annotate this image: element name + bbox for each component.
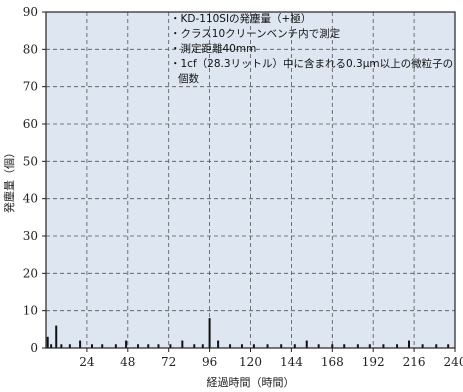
- x-tick-label: 24: [79, 355, 95, 369]
- x-tick-label: 168: [321, 355, 344, 369]
- data-bar: [114, 344, 117, 348]
- data-bar: [181, 340, 184, 348]
- data-bar: [421, 344, 424, 348]
- x-tick-label: 48: [120, 355, 135, 369]
- data-bar: [368, 344, 371, 348]
- y-tick-labels: 0 10 20 30 40 50 60 70 80 90: [23, 5, 38, 355]
- y-tick-label: 50: [23, 154, 38, 168]
- data-bar: [266, 344, 269, 348]
- data-bar: [252, 344, 255, 348]
- y-tick-label: 80: [23, 42, 38, 56]
- data-bar: [79, 340, 82, 348]
- y-tick-label: 30: [23, 229, 38, 243]
- data-bar: [91, 344, 94, 348]
- annotation-block: ・KD-110SIの発塵量（+極） ・クラス10クリーンベンチ内で測定・測定距離4…: [170, 12, 453, 85]
- data-bar: [50, 344, 53, 348]
- y-tick-label: 20: [23, 266, 38, 280]
- data-bar: [217, 340, 220, 348]
- x-tick-label: 192: [362, 355, 385, 369]
- data-bar: [331, 344, 334, 348]
- axes: [42, 11, 456, 352]
- grid-lines: [46, 12, 455, 348]
- data-bar: [125, 340, 128, 348]
- x-tick-label: 144: [280, 355, 303, 369]
- y-tick-label: 0: [30, 341, 38, 355]
- x-tick-label: 120: [239, 355, 262, 369]
- y-tick-label: 40: [23, 192, 38, 206]
- data-bar: [229, 344, 232, 348]
- y-tick-label: 90: [23, 5, 38, 19]
- data-bar: [240, 344, 243, 348]
- data-bar: [60, 344, 63, 348]
- data-bar: [435, 344, 438, 348]
- data-bar: [208, 318, 211, 348]
- data-bar: [407, 340, 410, 348]
- x-tick-label: 216: [403, 355, 426, 369]
- data-bar: [293, 344, 296, 348]
- data-bar: [382, 344, 385, 348]
- annotation-line: ・測定距離40mm: [170, 42, 256, 55]
- data-bar: [305, 340, 308, 348]
- y-tick-label: 60: [23, 117, 38, 131]
- annotation-line: 個数: [178, 72, 199, 85]
- annotation-line: ・クラス10クリーンベンチ内で測定: [170, 27, 341, 40]
- data-bar: [201, 344, 204, 348]
- data-bar: [68, 344, 71, 348]
- data-bar: [147, 344, 150, 348]
- y-axis-title: 発塵量（個）: [2, 147, 16, 213]
- data-bar: [317, 344, 320, 348]
- x-tick-label: 72: [161, 355, 176, 369]
- data-bar: [101, 344, 104, 348]
- x-tick-label: 240: [444, 355, 463, 369]
- annotation-line: ・1cf（28.3リットル）中に含まれる0.3μm以上の微粒子の: [170, 57, 453, 70]
- y-tick-label: 10: [23, 304, 38, 318]
- data-bar: [343, 344, 346, 348]
- y-tick-label: 70: [23, 80, 38, 94]
- data-bar: [447, 344, 450, 348]
- x-axis-title: 経過時間（時間）: [207, 376, 295, 389]
- data-bar: [55, 325, 58, 348]
- data-bar: [280, 344, 283, 348]
- data-bar: [169, 344, 172, 348]
- data-bars: [46, 318, 450, 348]
- data-bar: [193, 344, 196, 348]
- data-bar: [157, 344, 160, 348]
- data-bar: [137, 344, 140, 348]
- x-tick-label: 96: [202, 355, 217, 369]
- data-bar: [356, 344, 359, 348]
- data-bar: [396, 344, 399, 348]
- x-tick-labels: 24 48 72 96 120 144 168 192 216 240: [79, 355, 463, 369]
- annotation-line: ・KD-110SIの発塵量（+極）: [170, 12, 311, 25]
- data-bar: [46, 336, 49, 348]
